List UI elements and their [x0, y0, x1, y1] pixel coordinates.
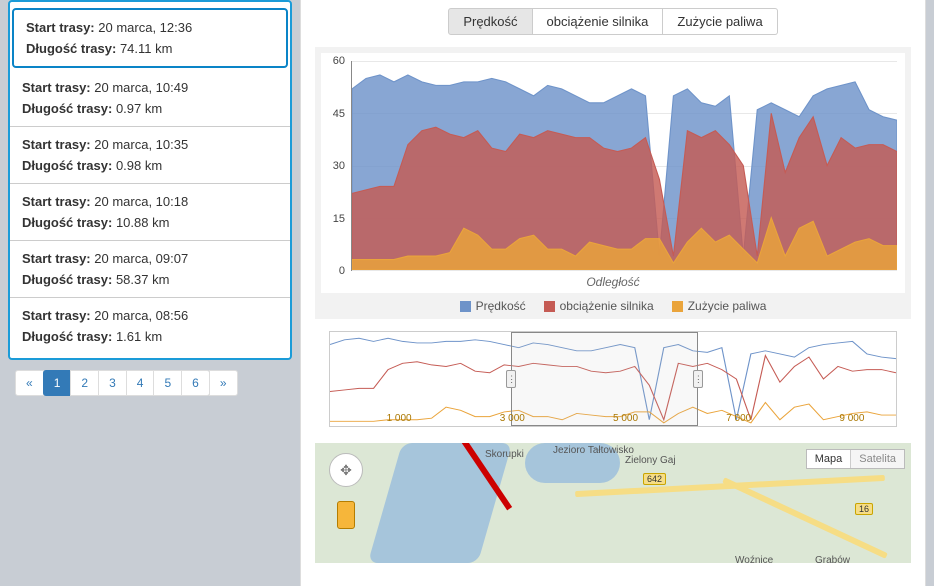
route-length-value: 0.97 km: [116, 101, 162, 116]
nav-tick: 1 000: [387, 413, 412, 424]
nav-tick: 3 000: [500, 413, 525, 424]
page-5[interactable]: 5: [153, 370, 182, 396]
route-length-label: Długość trasy:: [26, 41, 116, 56]
map-pegman[interactable]: [337, 501, 355, 529]
route-length-value: 0.98 km: [116, 158, 162, 173]
map-pan-control[interactable]: ✥: [329, 453, 363, 487]
route-length-label: Długość trasy:: [22, 215, 112, 230]
page-1[interactable]: 1: [43, 370, 72, 396]
chart-xlabel: Odległość: [586, 275, 639, 289]
map-place-label: Zielony Gaj: [625, 455, 676, 466]
map-type-map[interactable]: Mapa: [807, 450, 852, 468]
legend-load: obciążenie silnika: [560, 299, 654, 313]
page-6[interactable]: 6: [181, 370, 210, 396]
route-length-label: Długość trasy:: [22, 158, 112, 173]
route-length-value: 1.61 km: [116, 329, 162, 344]
route-start-label: Start trasy:: [22, 308, 91, 323]
series-toggle-2[interactable]: Zużycie paliwa: [663, 8, 777, 35]
page-3[interactable]: 3: [98, 370, 127, 396]
series-toggle-1[interactable]: obciążenie silnika: [533, 8, 664, 35]
map-type-sat[interactable]: Satelita: [851, 450, 904, 468]
chart-navigator[interactable]: ⋮ ⋮ 1 000 3 000 5 000 7 000 9 000: [329, 331, 897, 427]
route-item[interactable]: Start trasy: 20 marca, 08:56 Długość tras…: [10, 298, 290, 354]
map-place-label: Jezioro Tałtowisko: [553, 445, 634, 456]
route-start-value: 20 marca, 12:36: [98, 20, 192, 35]
legend-fuel: Zużycie paliwa: [688, 299, 767, 313]
route-list-panel: Start trasy: 20 marca, 12:36 Długość tras…: [8, 0, 292, 360]
page-prev[interactable]: «: [15, 370, 44, 396]
route-length-label: Długość trasy:: [22, 329, 112, 344]
nav-tick: 9 000: [839, 413, 864, 424]
pagination: « 123456 »: [8, 370, 292, 396]
route-start-value: 20 marca, 10:35: [94, 137, 188, 152]
map-place-label: 642: [643, 473, 666, 485]
series-toggle-0[interactable]: Prędkość: [448, 8, 532, 35]
route-start-value: 20 marca, 08:56: [94, 308, 188, 323]
route-start-value: 20 marca, 10:49: [94, 80, 188, 95]
route-start-value: 20 marca, 09:07: [94, 251, 188, 266]
route-item[interactable]: Start trasy: 20 marca, 10:35 Długość tras…: [10, 127, 290, 184]
route-item[interactable]: Start trasy: 20 marca, 09:07 Długość tras…: [10, 241, 290, 298]
route-start-label: Start trasy:: [22, 137, 91, 152]
route-length-label: Długość trasy:: [22, 272, 112, 287]
series-toggle-group: Prędkośćobciążenie silnikaZużycie paliwa: [301, 0, 925, 47]
nav-tick: 5 000: [613, 413, 638, 424]
route-item[interactable]: Start trasy: 20 marca, 10:18 Długość tras…: [10, 184, 290, 241]
route-length-value: 10.88 km: [116, 215, 169, 230]
map-place-label: Woźnice: [735, 555, 773, 563]
route-item[interactable]: Start trasy: 20 marca, 12:36 Długość tras…: [12, 8, 288, 68]
route-length-label: Długość trasy:: [22, 101, 112, 116]
map-type-toggle[interactable]: Mapa Satelita: [806, 449, 905, 469]
route-item[interactable]: Start trasy: 20 marca, 10:49 Długość tras…: [10, 70, 290, 127]
route-start-label: Start trasy:: [22, 80, 91, 95]
page-next[interactable]: »: [209, 370, 238, 396]
route-start-label: Start trasy:: [22, 251, 91, 266]
page-2[interactable]: 2: [70, 370, 99, 396]
navigator-handle-right[interactable]: ⋮: [693, 370, 703, 388]
route-start-value: 20 marca, 10:18: [94, 194, 188, 209]
map-place-label: Skorupki: [485, 449, 524, 460]
navigator-handle-left[interactable]: ⋮: [506, 370, 516, 388]
map-place-label: 16: [855, 503, 873, 515]
route-length-value: 58.37 km: [116, 272, 169, 287]
route-start-label: Start trasy:: [22, 194, 91, 209]
map-place-label: Grabów: [815, 555, 850, 563]
route-length-value: 74.11 km: [120, 41, 173, 56]
route-start-label: Start trasy:: [26, 20, 95, 35]
page-4[interactable]: 4: [126, 370, 155, 396]
chart-legend: Prędkość obciążenie silnika Zużycie pali…: [321, 293, 905, 313]
map[interactable]: Skorupki Jezioro TałtowiskoZielony Gaj Gra…: [315, 443, 911, 563]
main-chart: 015304560 Odległość Prędkość obciążenie …: [315, 47, 911, 319]
legend-speed: Prędkość: [476, 299, 526, 313]
nav-tick: 7 000: [726, 413, 751, 424]
